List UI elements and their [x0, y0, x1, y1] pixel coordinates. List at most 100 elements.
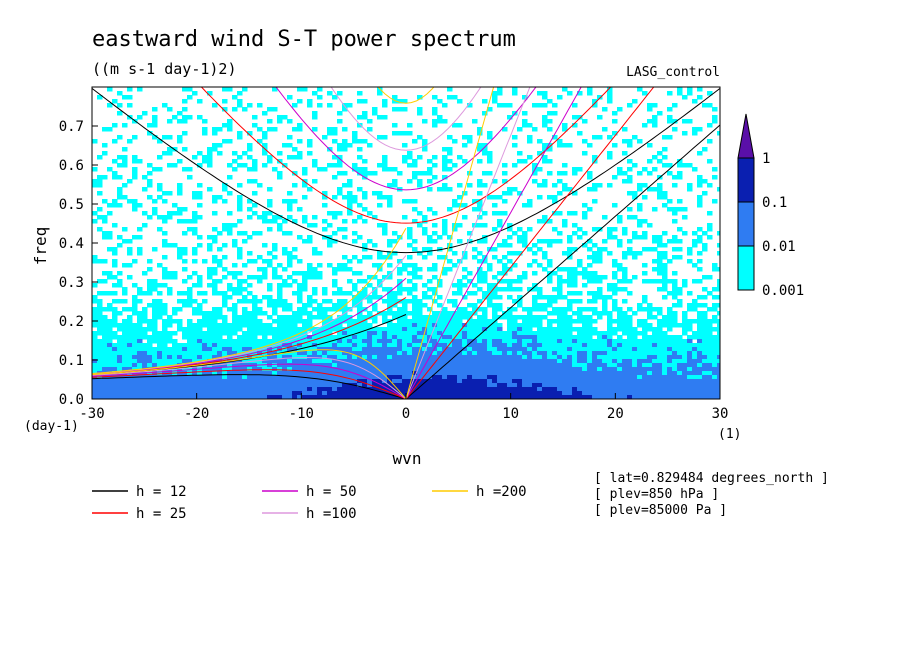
- spectrum-cell: [582, 275, 588, 280]
- spectrum-cell: [97, 351, 103, 356]
- spectrum-cell: [187, 219, 193, 224]
- spectrum-cell: [402, 331, 408, 336]
- spectrum-cell: [652, 343, 658, 348]
- spectrum-cell: [362, 331, 368, 336]
- spectrum-cell: [407, 327, 413, 332]
- spectrum-cell: [697, 151, 703, 156]
- spectrum-cell: [252, 259, 258, 264]
- spectrum-cell: [372, 383, 378, 388]
- spectrum-cell: [462, 327, 468, 332]
- spectrum-cell: [417, 251, 423, 256]
- spectrum-cell: [647, 279, 653, 284]
- spectrum-cell: [332, 175, 338, 180]
- spectrum-cell: [487, 339, 493, 344]
- spectrum-cell: [247, 251, 253, 256]
- spectrum-cell: [517, 383, 523, 388]
- spectrum-cell: [192, 323, 198, 328]
- spectrum-cell: [532, 343, 538, 348]
- spectrum-cell: [262, 211, 268, 216]
- spectrum-cell: [547, 395, 553, 399]
- spectrum-cell: [717, 355, 720, 360]
- spectrum-cell: [502, 315, 508, 320]
- spectrum-cell: [262, 271, 268, 276]
- spectrum-cell: [297, 299, 303, 304]
- spectrum-cell: [222, 87, 228, 92]
- spectrum-cell: [407, 155, 413, 160]
- spectrum-cell: [427, 347, 433, 352]
- spectrum-cell: [167, 395, 173, 399]
- spectrum-cell: [352, 139, 358, 144]
- spectrum-cell: [122, 95, 128, 100]
- spectrum-cell: [377, 295, 383, 300]
- spectrum-cell: [447, 367, 453, 372]
- spectrum-cell: [572, 171, 578, 176]
- spectrum-cell: [362, 207, 368, 212]
- spectrum-cell: [562, 351, 568, 356]
- spectrum-cell: [712, 107, 718, 112]
- spectrum-cell: [147, 355, 153, 360]
- rossby-curve-h50: [92, 363, 407, 399]
- spectrum-cell: [222, 395, 228, 399]
- spectrum-cell: [482, 355, 488, 360]
- spectrum-cell: [457, 259, 463, 264]
- spectrum-cell: [432, 335, 438, 340]
- spectrum-cell: [122, 359, 128, 364]
- spectrum-cell: [227, 371, 233, 376]
- spectrum-cell: [717, 295, 720, 300]
- spectrum-cell: [592, 103, 598, 108]
- spectrum-cell: [347, 367, 353, 372]
- spectrum-cell: [652, 375, 658, 380]
- spectrum-cell: [232, 287, 238, 292]
- spectrum-cell: [297, 315, 303, 320]
- spectrum-cell: [642, 339, 648, 344]
- spectrum-cell: [387, 255, 393, 260]
- spectrum-cell: [257, 387, 263, 392]
- spectrum-cell: [677, 367, 683, 372]
- spectrum-cell: [702, 319, 708, 324]
- spectrum-cell: [362, 363, 368, 368]
- spectrum-cell: [607, 391, 613, 396]
- spectrum-cell: [527, 287, 533, 292]
- spectrum-cell: [587, 143, 593, 148]
- spectrum-cell: [547, 359, 553, 364]
- spectrum-cell: [217, 151, 223, 156]
- spectrum-cell: [717, 387, 720, 392]
- spectrum-cell: [147, 267, 153, 272]
- spectrum-cell: [162, 199, 168, 204]
- spectrum-cell: [662, 375, 668, 380]
- spectrum-cell: [517, 391, 523, 396]
- spectrum-cell: [502, 339, 508, 344]
- spectrum-cell: [237, 247, 243, 252]
- spectrum-cell: [517, 367, 523, 372]
- spectrum-cell: [167, 375, 173, 380]
- spectrum-cell: [132, 391, 138, 396]
- spectrum-cell: [587, 335, 593, 340]
- spectrum-cell: [462, 355, 468, 360]
- spectrum-cell: [592, 363, 598, 368]
- spectrum-cell: [167, 319, 173, 324]
- spectrum-cell: [197, 99, 203, 104]
- spectrum-cell: [712, 383, 718, 388]
- spectrum-cell: [307, 371, 313, 376]
- spectrum-cell: [487, 371, 493, 376]
- spectrum-cell: [192, 387, 198, 392]
- spectrum-cell: [277, 387, 283, 392]
- spectrum-cell: [242, 379, 248, 384]
- spectrum-cell: [492, 227, 498, 232]
- y-tick-label: 0.4: [59, 236, 84, 252]
- spectrum-cell: [417, 339, 423, 344]
- spectrum-cell: [547, 127, 553, 132]
- spectrum-cell: [227, 339, 233, 344]
- spectrum-cell: [192, 247, 198, 252]
- spectrum-cell: [477, 347, 483, 352]
- spectrum-cell: [502, 347, 508, 352]
- spectrum-cell: [97, 291, 103, 296]
- spectrum-cell: [112, 351, 118, 356]
- spectrum-cell: [652, 383, 658, 388]
- spectrum-cell: [162, 327, 168, 332]
- spectrum-cell: [207, 375, 213, 380]
- spectrum-cell: [107, 375, 113, 380]
- spectrum-cell: [492, 91, 498, 96]
- spectrum-cell: [517, 339, 523, 344]
- spectrum-cell: [302, 323, 308, 328]
